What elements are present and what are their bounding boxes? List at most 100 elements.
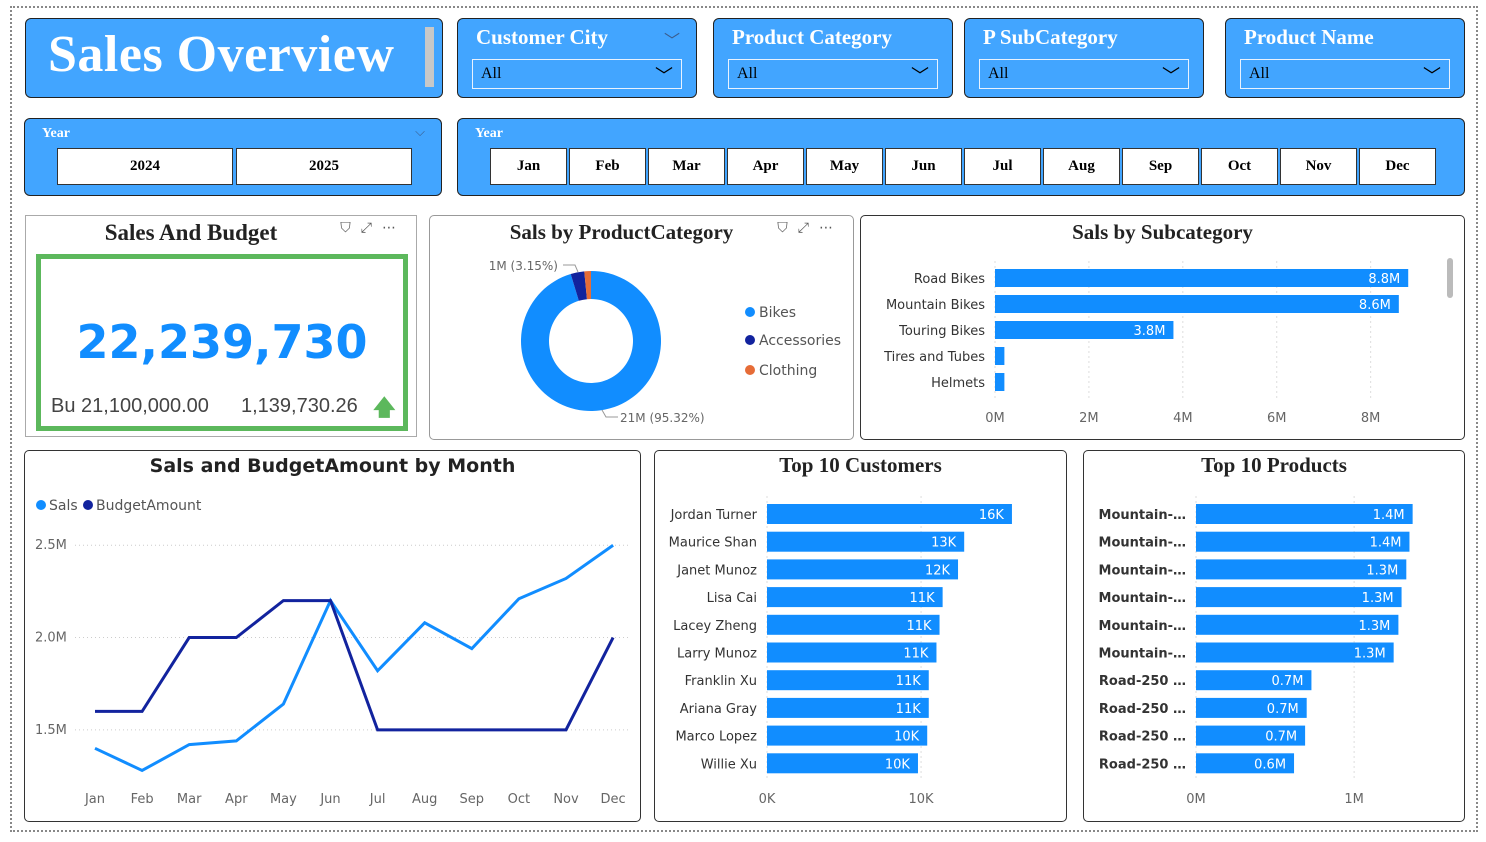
series-line-sals[interactable] — [94, 544, 614, 773]
chart-title: Top 10 Products — [1201, 453, 1347, 477]
chart-title: Sals and BudgetAmount by Month — [149, 455, 516, 477]
bar[interactable] — [1196, 670, 1312, 691]
focus-mode-icon[interactable]: ⤢ — [797, 220, 819, 236]
year-option-2024[interactable]: 2024 — [57, 148, 233, 185]
more-options-icon[interactable]: ⋯ — [382, 220, 406, 236]
month-option-jun[interactable]: Jun — [885, 148, 962, 185]
month-option-jul[interactable]: Jul — [964, 148, 1041, 185]
bar[interactable] — [1196, 753, 1295, 774]
category-label: Touring Bikes — [898, 324, 985, 339]
month-option-jan[interactable]: Jan — [490, 148, 567, 185]
bar[interactable] — [767, 697, 929, 718]
kpi-value: 22,239,730 — [76, 315, 368, 369]
category-donut-panel: Sals by ProductCategory ⛉⤢⋯ Bikes Accesso… — [429, 215, 854, 440]
line-chart[interactable]: 1.5M 2.0M 2.5M Jan Feb Mar Apr May Jun Jul Aug Sep O… — [25, 451, 642, 823]
bar[interactable] — [1196, 559, 1407, 580]
month-option-aug[interactable]: Aug — [1043, 148, 1120, 185]
month-option-oct[interactable]: Oct — [1201, 148, 1278, 185]
year-slicer: Year ⌵ 2024 2025 — [24, 118, 442, 196]
donut-slice-accessories[interactable] — [570, 271, 587, 301]
slicer-value: All — [737, 65, 758, 82]
subcategory-bar-chart[interactable]: 0M 2M 4M 6M 8M Road Bikes 8.8M Mountain Bikes 8.… — [861, 216, 1466, 441]
chevron-down-icon[interactable]: ﹀ — [663, 31, 680, 50]
month-option-may[interactable]: May — [806, 148, 883, 185]
filter-icon[interactable]: ⛉ — [340, 220, 361, 236]
category-label: Lisa Cai — [707, 591, 757, 606]
chevron-down-icon[interactable]: ⌵ — [415, 125, 425, 140]
bar[interactable] — [1196, 725, 1306, 746]
bar[interactable] — [995, 269, 1409, 287]
slicer-dropdown[interactable]: All ﹀ — [472, 59, 682, 89]
x-tick-label: Oct — [508, 792, 530, 807]
slicer-3: Product Name All ﹀ — [1225, 18, 1465, 98]
month-option-feb[interactable]: Feb — [569, 148, 646, 185]
donut-slice-bikes[interactable] — [521, 271, 661, 411]
bar[interactable] — [1196, 697, 1307, 718]
month-option-sep[interactable]: Sep — [1122, 148, 1199, 185]
slicer-dropdown[interactable]: All ﹀ — [728, 59, 938, 89]
bar[interactable] — [995, 373, 1005, 391]
chart-title: Sals by ProductCategory — [509, 220, 734, 244]
bar[interactable] — [1196, 504, 1413, 524]
category-label: Larry Munoz — [677, 647, 757, 662]
series-line-budgetamount[interactable] — [95, 599, 615, 732]
legend-marker — [745, 335, 755, 345]
bar[interactable] — [1196, 587, 1402, 608]
sales-budget-card: Sales And Budget ⛉⤢⋯ 22,239,730 Bu 21,10… — [25, 215, 417, 437]
slicer-label: Product Name — [1244, 25, 1374, 49]
focus-mode-icon[interactable]: ⤢ — [360, 220, 382, 236]
bar-value-label: 1.4M — [1373, 508, 1405, 523]
bar[interactable] — [767, 531, 965, 552]
kpi-box: 22,239,730 Bu 21,100,000.00 1,139,730.26… — [36, 254, 408, 431]
category-label: Road-250 … — [1099, 757, 1186, 772]
bar[interactable] — [767, 587, 943, 608]
bar[interactable] — [1196, 642, 1394, 663]
bar[interactable] — [995, 347, 1005, 365]
bar[interactable] — [995, 321, 1174, 339]
bar[interactable] — [767, 614, 940, 635]
products-bar-chart[interactable]: 0M 1M Mountain-… 1.4M Mountain-… 1.4M Mountain… — [1084, 451, 1466, 823]
bar[interactable] — [1196, 614, 1399, 635]
bar[interactable] — [767, 753, 918, 774]
kpi-budget: Bu 21,100,000.00 — [51, 395, 209, 417]
month-option-dec[interactable]: Dec — [1359, 148, 1436, 185]
bar[interactable] — [767, 504, 1012, 524]
bar[interactable] — [767, 559, 959, 580]
bar[interactable] — [767, 725, 928, 746]
donut-slice-clothing[interactable] — [584, 271, 591, 300]
title-banner: Sales Overview — [25, 18, 443, 98]
month-option-nov[interactable]: Nov — [1280, 148, 1357, 185]
slicer-label: P SubCategory — [983, 25, 1118, 49]
slicer-dropdown[interactable]: All ﹀ — [1240, 59, 1450, 89]
y-tick-label: 1.5M — [35, 723, 67, 738]
category-label: Helmets — [931, 376, 985, 391]
donut-chart[interactable]: Bikes Accessories Clothing 1M (3.15%) 21M (9… — [430, 216, 855, 441]
bar-value-label: 8.8M — [1368, 272, 1400, 287]
x-tick-label: 4M — [1173, 411, 1193, 426]
report-canvas — [10, 6, 1478, 832]
customers-bar-chart[interactable]: 0K 10K Jordan Turner 16K Maurice Shan 13K Jane… — [655, 451, 1068, 823]
bar[interactable] — [995, 295, 1399, 313]
bar-value-label: 11K — [896, 702, 922, 717]
bar-value-label: 8.6M — [1359, 298, 1391, 313]
bar[interactable] — [767, 670, 929, 691]
bar-value-label: 10K — [885, 757, 911, 772]
slicer-value: All — [1249, 65, 1270, 82]
year-option-2025[interactable]: 2025 — [236, 148, 412, 185]
month-option-apr[interactable]: Apr — [727, 148, 804, 185]
label-leader — [601, 409, 618, 418]
x-tick-label: Apr — [225, 792, 248, 807]
slicer-dropdown[interactable]: All ﹀ — [979, 59, 1189, 89]
filter-icon[interactable]: ⛉ — [777, 220, 798, 236]
x-tick-label: Dec — [601, 792, 626, 807]
category-label: Mountain Bikes — [886, 298, 985, 313]
bar[interactable] — [1196, 531, 1410, 552]
more-options-icon[interactable]: ⋯ — [819, 220, 843, 236]
scrollbar[interactable] — [1447, 258, 1453, 298]
month-option-mar[interactable]: Mar — [648, 148, 725, 185]
monthly-line-panel: Sals and BudgetAmount by Month 1.5M 2.0M 2… — [24, 450, 641, 822]
legend-label: Sals — [49, 498, 78, 514]
bar[interactable] — [767, 642, 937, 663]
subcategory-panel: Sals by Subcategory 0M 2M 4M 6M 8M Road Bikes… — [860, 215, 1465, 440]
label-leader — [563, 264, 579, 273]
